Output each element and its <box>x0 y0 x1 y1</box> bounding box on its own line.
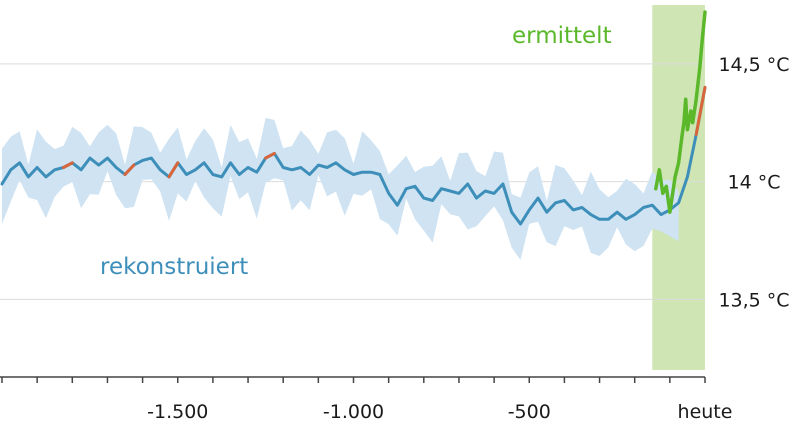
y-tick-label-0: 14,5 °C <box>718 54 789 76</box>
reconstructed-line <box>0 85 707 226</box>
x-tick-label-0: -1.500 <box>147 401 208 423</box>
x-axis: -1.500 -1.000 -500 heute <box>0 376 733 423</box>
y-axis-labels: 14,5 °C 14 °C 13,5 °C <box>718 54 789 311</box>
x-tick-label-3: heute <box>678 401 733 423</box>
series-lines <box>0 10 707 226</box>
y-tick-label-2: 13,5 °C <box>718 289 789 311</box>
warm-segment-0 <box>62 161 74 169</box>
warm-segment-2 <box>167 161 180 179</box>
reconstructed-series-label: rekonstruiert <box>100 254 248 280</box>
uncertainty-band-area <box>2 117 679 260</box>
y-tick-label-1: 14 °C <box>728 172 781 194</box>
warm-segment-3 <box>264 151 276 160</box>
x-tick-label-1: -1.000 <box>323 401 384 423</box>
warm-segment-4 <box>694 85 707 136</box>
warm-segment-1 <box>123 163 136 176</box>
uncertainty-band <box>2 117 679 260</box>
measured-line <box>654 10 707 214</box>
x-tick-label-2: -500 <box>508 401 551 423</box>
measured-series-label: ermittelt <box>512 23 612 49</box>
